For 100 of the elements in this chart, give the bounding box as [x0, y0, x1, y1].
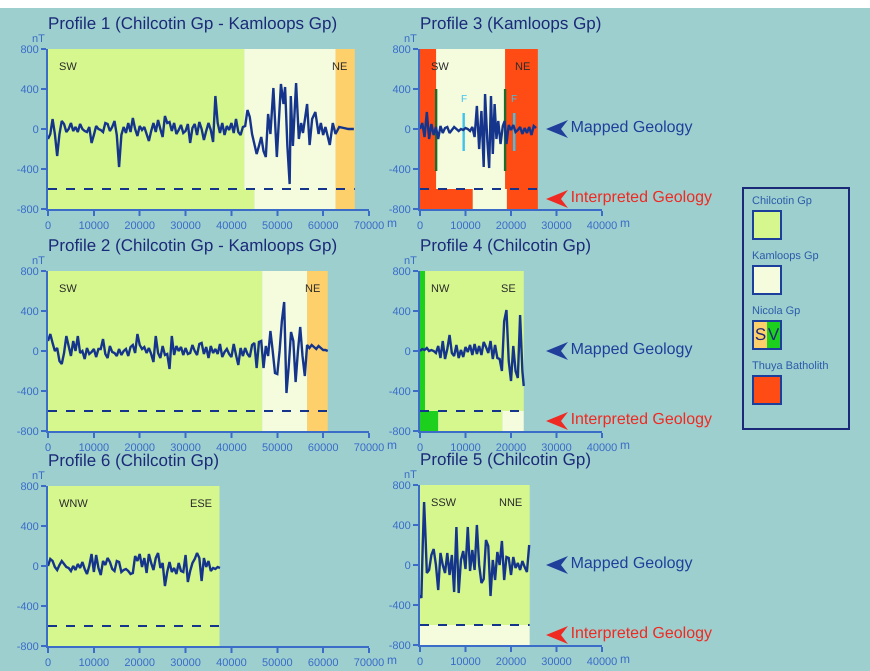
- y-tick-label: 800: [20, 266, 39, 278]
- x-tick-label: 50000: [262, 220, 293, 232]
- y-tick-label: 400: [392, 520, 411, 532]
- annotation: NE: [332, 61, 348, 73]
- x-tick-label: 0: [44, 657, 52, 670]
- x-tick-label: 30000: [170, 657, 201, 670]
- y-tick-label: -400: [16, 164, 39, 176]
- x-tick-label: 70000: [354, 220, 384, 232]
- y-tick-label: 800: [392, 266, 411, 278]
- x-axis-title: m: [387, 216, 397, 230]
- x-tick-label: 20000: [124, 657, 156, 670]
- x-axis-title: m: [387, 438, 397, 452]
- y-tick-label: 0: [32, 346, 39, 358]
- x-axis-title: m: [387, 653, 397, 667]
- y-tick-label: 0: [32, 560, 39, 573]
- line-series: [420, 308, 525, 388]
- x-tick-label: 40000: [586, 220, 618, 232]
- y-tick-label: 0: [404, 124, 411, 136]
- annotation: Mapped Geology: [570, 119, 692, 137]
- x-tick-label: 70000: [354, 442, 384, 454]
- x-tick-label: 60000: [308, 657, 338, 670]
- x-tick-label: 20000: [124, 220, 156, 232]
- x-axis-title: m: [620, 216, 630, 230]
- annotation: ESE: [190, 498, 212, 510]
- text: Nicola Gp: [752, 305, 802, 317]
- line-series: [420, 92, 538, 170]
- annotation: NE: [515, 61, 530, 73]
- x-tick-label: 60000: [308, 442, 338, 454]
- y-axis-title: nT: [32, 470, 46, 482]
- chart-title: Profile 3 (Kamloops Gp): [420, 14, 602, 33]
- x-tick-label: 10000: [78, 220, 110, 232]
- x-tick-label: 10000: [450, 656, 481, 668]
- x-tick-label: 30000: [170, 220, 201, 232]
- annotation: SW: [59, 61, 78, 73]
- y-tick-label: -800: [388, 640, 411, 652]
- annotation: F: [511, 94, 518, 105]
- y-tick-label: 800: [392, 480, 411, 492]
- x-tick-label: 10000: [450, 220, 481, 232]
- category-label: V: [767, 322, 780, 348]
- y-tick-label: 0: [404, 346, 411, 358]
- x-tick-label: 0: [44, 220, 52, 232]
- y-tick-label: -800: [16, 204, 39, 216]
- y-tick-label: 400: [20, 306, 39, 318]
- x-tick-label: 40000: [586, 656, 618, 668]
- annotation: Interpreted Geology: [570, 189, 712, 207]
- y-tick-label: -400: [388, 386, 411, 398]
- y-tick-label: 0: [32, 124, 39, 136]
- annotation: NW: [431, 283, 450, 295]
- annotation: Mapped Geology: [570, 341, 692, 359]
- x-tick-label: 30000: [541, 656, 572, 668]
- y-axis-title: nT: [32, 255, 46, 267]
- y-tick-label: 400: [392, 84, 411, 96]
- y-tick-label: -800: [388, 204, 411, 216]
- y-tick-label: 400: [20, 84, 39, 96]
- y-axis-title: nT: [404, 469, 418, 481]
- category-label: S: [754, 322, 767, 348]
- line-series: [48, 82, 356, 186]
- annotation: SSW: [431, 497, 457, 509]
- x-tick-label: 50000: [262, 442, 293, 454]
- y-tick-label: 800: [392, 44, 411, 56]
- y-tick-label: -800: [388, 426, 411, 438]
- x-tick-label: 20000: [496, 656, 526, 668]
- x-axis-title: m: [620, 652, 630, 666]
- category-label: Kamloops Gp: [752, 250, 820, 262]
- x-tick-label: 60000: [308, 220, 338, 232]
- y-tick-label: 400: [20, 520, 39, 533]
- y-axis-title: nT: [32, 33, 46, 45]
- y-tick-label: 400: [392, 306, 411, 318]
- chart-title: Profile 1 (Chilcotin Gp - Kamloops Gp): [48, 14, 338, 33]
- annotation: WNW: [59, 498, 88, 510]
- x-tick-label: 0: [416, 656, 424, 668]
- annotation: Interpreted Geology: [570, 625, 712, 643]
- annotation: SW: [59, 283, 78, 295]
- y-tick-label: -800: [16, 640, 39, 653]
- x-tick-label: 20000: [496, 220, 526, 232]
- x-tick-label: 0: [416, 220, 424, 232]
- category-label: Thuya Batholith: [752, 360, 830, 372]
- annotation: Interpreted Geology: [570, 411, 712, 429]
- x-tick-label: 40000: [216, 220, 247, 232]
- y-tick-label: -400: [388, 164, 411, 176]
- category-label: Chilcotin Gp: [752, 195, 813, 207]
- y-tick-label: 800: [20, 44, 39, 56]
- chart-title: Profile 4 (Chilcotin Gp): [420, 236, 592, 255]
- y-tick-label: -400: [16, 386, 39, 398]
- line-series: [48, 552, 222, 588]
- x-tick-label: 10000: [78, 657, 110, 670]
- annotation: F: [461, 94, 468, 105]
- y-axis-title: nT: [404, 255, 418, 267]
- annotation: Mapped Geology: [570, 555, 692, 573]
- annotation: NNE: [499, 497, 522, 509]
- chart-title: Profile 2 (Chilcotin Gp - Kamloops Gp): [48, 236, 338, 255]
- annotation: NE: [305, 283, 320, 295]
- annotation: SE: [501, 283, 516, 295]
- line-series: [48, 300, 329, 394]
- x-axis-title: m: [620, 438, 630, 452]
- x-tick-label: 30000: [541, 220, 572, 232]
- x-tick-label: 50000: [262, 657, 293, 670]
- y-tick-label: -800: [16, 426, 39, 438]
- y-tick-label: 0: [404, 560, 411, 572]
- x-tick-label: 40000: [216, 657, 247, 670]
